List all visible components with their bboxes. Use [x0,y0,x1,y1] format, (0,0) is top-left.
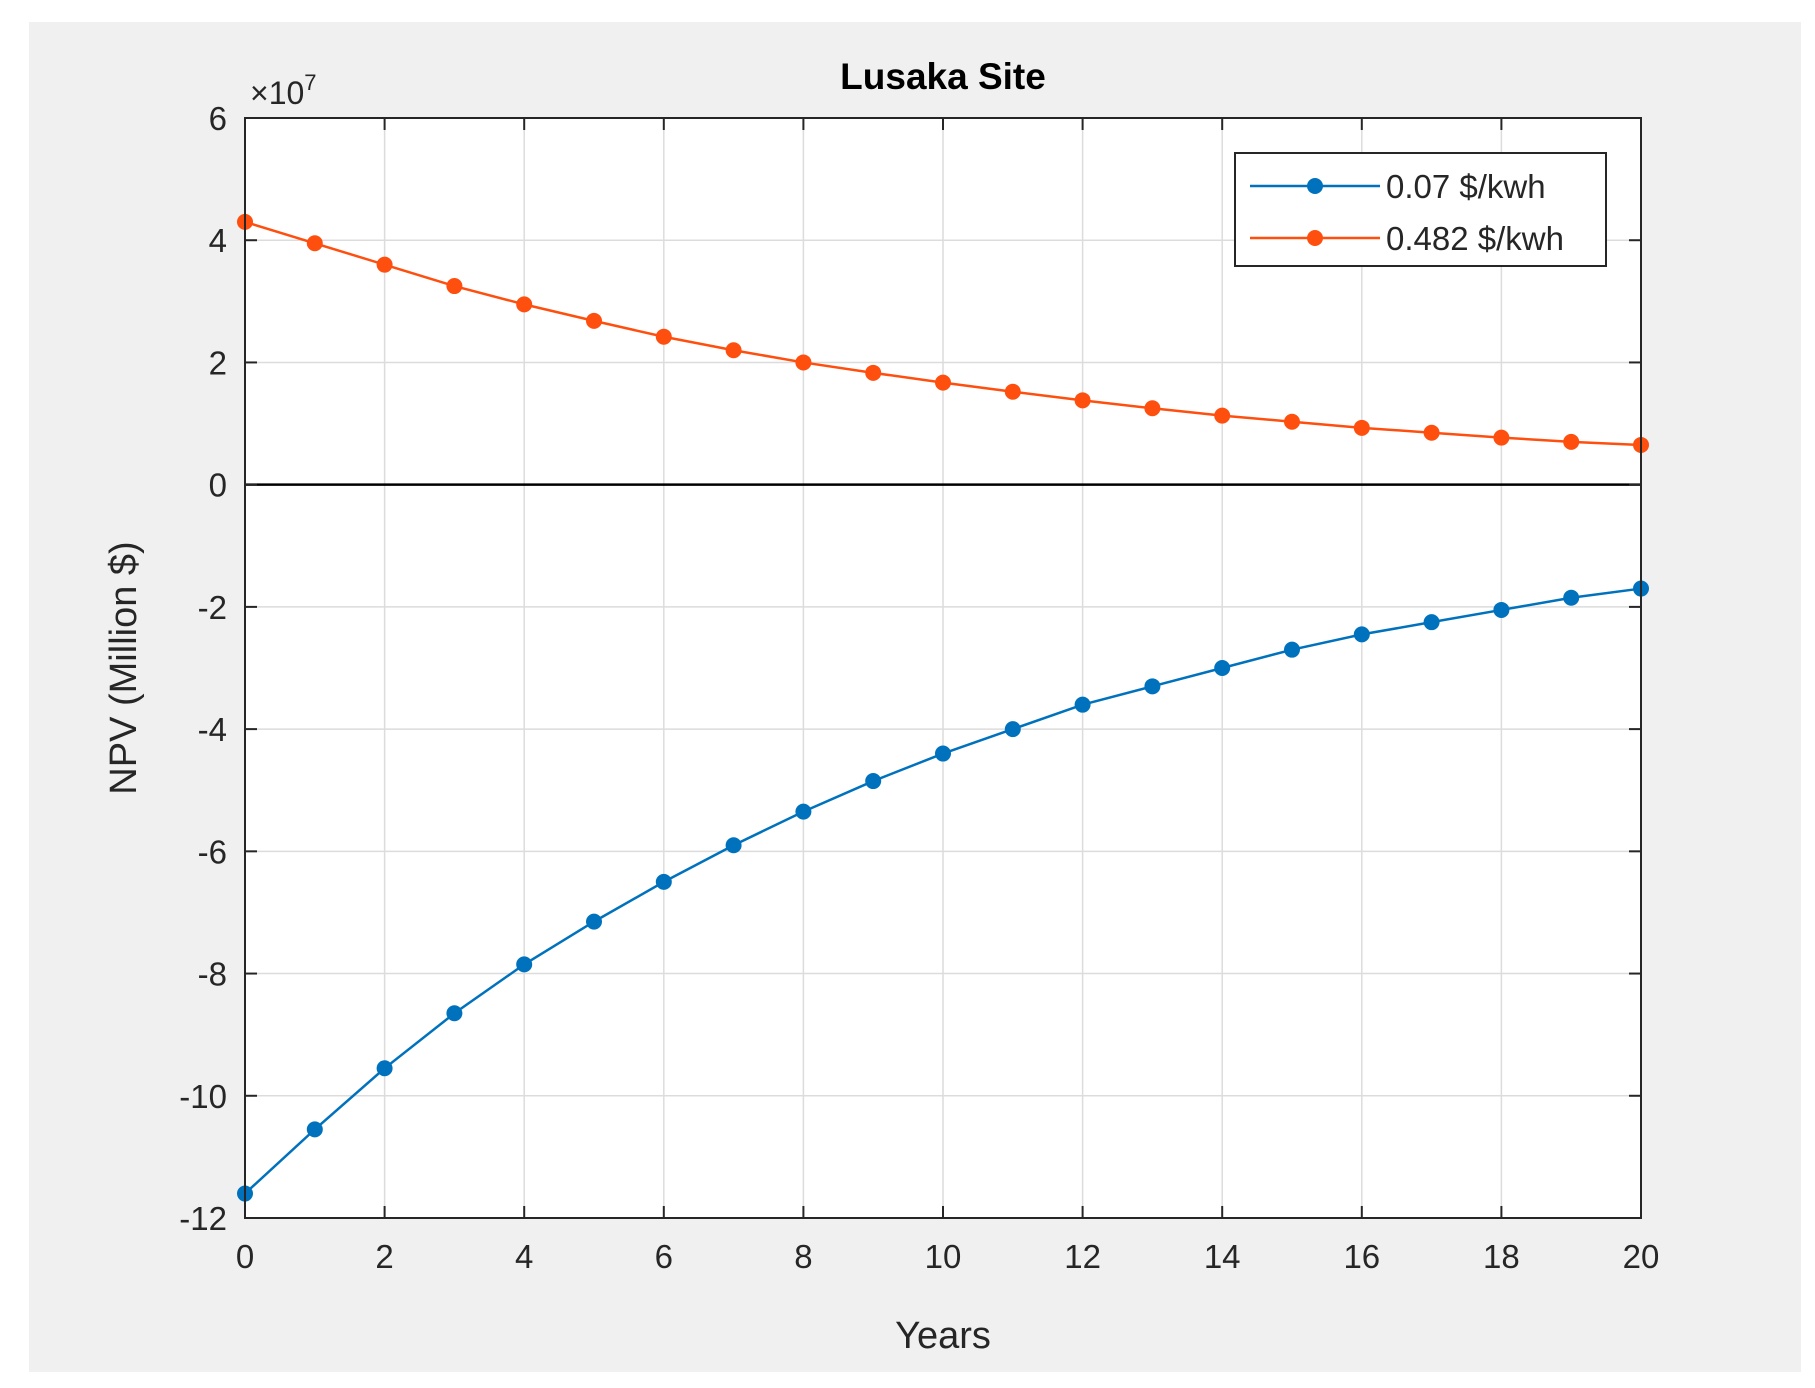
data-point [1563,433,1580,450]
data-point [376,1060,393,1077]
data-point [865,773,882,790]
data-point [1423,424,1440,441]
y-tick-label: 6 [209,100,227,137]
legend-label: 0.07 $/kwh [1386,168,1546,205]
y-tick-label: -12 [179,1200,227,1237]
data-point [1353,626,1370,643]
data-point [306,1121,323,1138]
y-tick-label: -10 [179,1078,227,1115]
legend: 0.07 $/kwh 0.482 $/kwh [1234,152,1607,267]
x-axis-label: Years [895,1315,991,1357]
x-tick-label: 16 [1343,1238,1380,1275]
x-tick-label: 20 [1623,1238,1660,1275]
y-exponent-power: 7 [304,70,316,95]
data-point [1493,429,1510,446]
legend-marker [1307,178,1323,194]
data-point [586,913,602,930]
data-point [516,956,533,973]
series-1 [237,213,1649,453]
x-tick-label: 2 [375,1238,393,1275]
x-tick-label: 10 [925,1238,962,1275]
data-point [1144,400,1161,417]
y-axis-label: NPV (Million $) [103,541,145,794]
y-tick-label: 0 [209,467,227,504]
data-point [446,1005,463,1022]
data-point [446,278,463,295]
x-tick-label: 0 [236,1238,254,1275]
data-point [725,342,742,359]
y-exponent-label: ×107 [250,70,317,111]
data-point [1214,660,1231,676]
data-point [795,803,812,820]
data-point [1423,614,1440,631]
x-tick-label: 18 [1483,1238,1520,1275]
y-tick-label: -4 [198,711,227,748]
data-point [795,354,812,371]
data-point [655,328,672,345]
x-tick-label: 12 [1064,1238,1101,1275]
legend-label: 0.482 $/kwh [1386,220,1564,257]
data-point [1004,383,1021,400]
data-point [935,745,951,762]
data-point [865,364,882,381]
legend-box [1234,152,1607,267]
chart-title: Lusaka Site [840,56,1046,97]
data-point [725,837,742,854]
y-tick-label: -2 [198,589,227,626]
data-point [1214,407,1231,424]
y-tick-label: -6 [198,833,227,870]
data-point [1074,696,1091,713]
data-point [1493,601,1510,618]
data-point [586,312,602,329]
data-point [655,873,672,890]
data-point [376,256,393,273]
x-tick-label: 6 [655,1238,673,1275]
data-point [1074,392,1091,409]
data-point [306,235,323,252]
data-point [1004,721,1021,738]
data-point [1353,419,1370,436]
x-tick-label: 8 [794,1238,812,1275]
y-exponent-base: ×10 [250,75,304,111]
y-tick-label: -8 [198,956,227,993]
x-tick-label: 4 [515,1238,533,1275]
data-point [516,296,533,313]
data-point [1284,413,1300,430]
legend-marker [1307,230,1323,246]
data-point [935,374,951,391]
x-tick-label: 14 [1204,1238,1241,1275]
y-tick-label: 2 [209,344,227,381]
data-point [1284,641,1300,658]
series-0 [237,580,1649,1202]
data-point [1144,678,1161,695]
data-point [1563,589,1580,606]
y-tick-label: 4 [209,222,227,259]
